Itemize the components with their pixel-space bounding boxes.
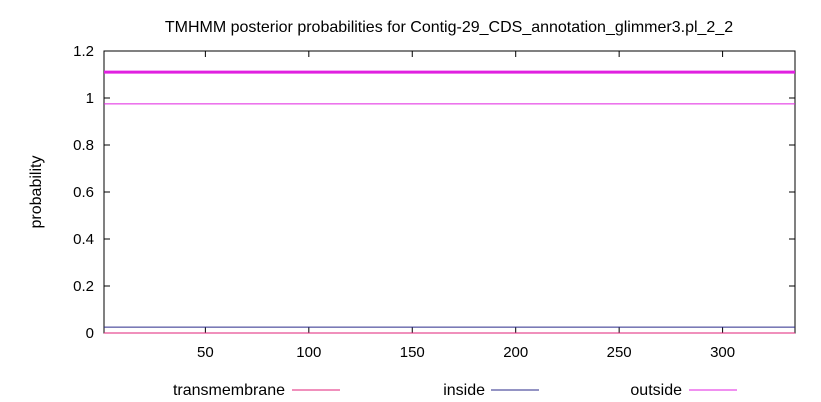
y-tick-label: 1 bbox=[86, 90, 94, 107]
x-tick-label: 50 bbox=[197, 344, 214, 361]
plot-border bbox=[103, 50, 796, 334]
y-tick-label: 0.2 bbox=[73, 278, 94, 295]
y-axis-ticks: 0 0.2 0.4 0.6 0.8 1 1.2 bbox=[73, 43, 795, 342]
legend-label-transmembrane: transmembrane bbox=[173, 382, 285, 399]
x-tick-label: 150 bbox=[400, 344, 425, 361]
legend-label-inside: inside bbox=[443, 382, 485, 399]
y-axis-label: probability bbox=[28, 156, 45, 229]
x-tick-label: 250 bbox=[607, 344, 632, 361]
legend: transmembrane inside outside bbox=[173, 382, 737, 399]
legend-label-outside: outside bbox=[630, 382, 682, 399]
x-tick-label: 100 bbox=[296, 344, 321, 361]
x-axis-ticks: 50 100 150 200 250 300 bbox=[197, 51, 735, 361]
y-tick-label: 0.8 bbox=[73, 137, 94, 154]
y-tick-label: 0 bbox=[86, 325, 94, 342]
y-tick-label: 0.4 bbox=[73, 231, 94, 248]
chart-title: TMHMM posterior probabilities for Contig… bbox=[165, 19, 733, 36]
y-tick-label: 1.2 bbox=[73, 43, 94, 60]
x-tick-label: 300 bbox=[710, 344, 735, 361]
y-tick-label: 0.6 bbox=[73, 184, 94, 201]
plot-frame bbox=[103, 50, 796, 334]
series-lines bbox=[104, 103, 795, 334]
x-tick-label: 200 bbox=[503, 344, 528, 361]
